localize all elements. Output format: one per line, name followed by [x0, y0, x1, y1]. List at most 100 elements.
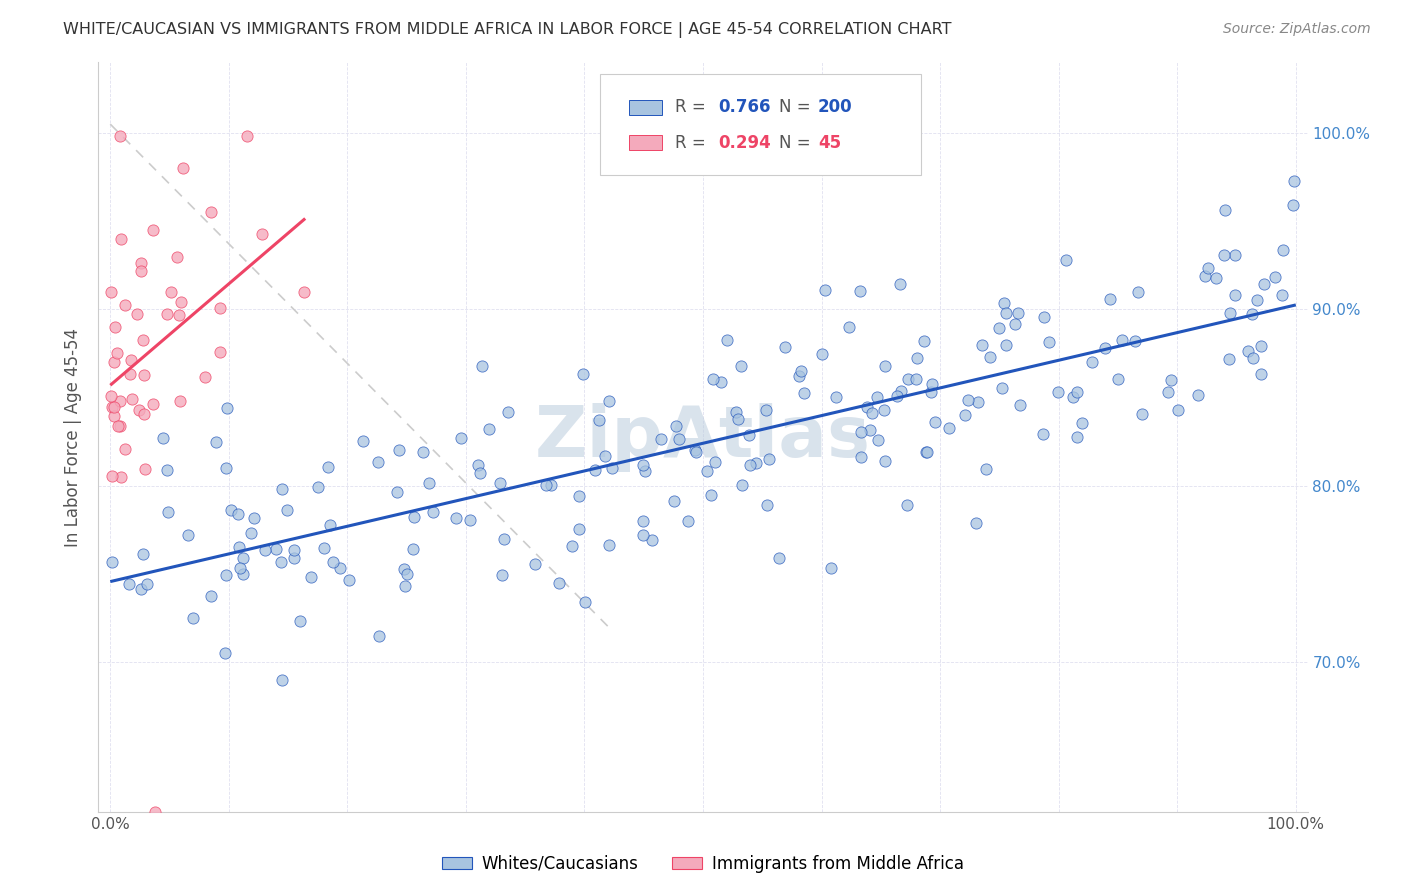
Point [235, 129, 257, 144]
Point [970, 337, 993, 351]
Point [820, 561, 842, 575]
Point [716, 333, 738, 347]
Point [793, 386, 815, 401]
Point [101, 469, 124, 483]
Point [1253, 277, 1275, 292]
Point [322, 555, 344, 569]
Point [593, 449, 616, 463]
Text: 45: 45 [818, 134, 841, 152]
Point [491, 568, 513, 582]
Point [1157, 384, 1180, 399]
Point [664, 418, 686, 433]
Point [172, 161, 194, 176]
Point [402, 541, 425, 556]
Point [103, 409, 125, 423]
Point [914, 445, 936, 459]
Point [105, 346, 128, 360]
Point [897, 372, 920, 386]
Point [239, 526, 262, 541]
Point [108, 129, 131, 144]
Point [1099, 292, 1122, 306]
Point [904, 372, 927, 386]
Point [290, 614, 312, 628]
Point [1007, 306, 1029, 320]
Point [699, 488, 721, 502]
Point [873, 454, 896, 468]
Point [703, 454, 725, 468]
Point [283, 551, 305, 566]
Point [127, 307, 149, 321]
Point [1081, 355, 1104, 369]
Point [134, 461, 156, 475]
Point [319, 518, 342, 533]
Text: N =: N = [779, 134, 815, 152]
Point [215, 568, 238, 582]
Point [1237, 344, 1260, 359]
Point [955, 408, 977, 422]
Point [232, 550, 254, 565]
Point [966, 394, 988, 409]
Point [568, 489, 591, 503]
Point [229, 560, 252, 574]
Point [993, 295, 1015, 310]
Point [471, 359, 494, 373]
Point [1284, 174, 1306, 188]
Point [200, 205, 222, 219]
Point [790, 364, 813, 378]
FancyBboxPatch shape [630, 135, 662, 150]
Point [1281, 198, 1303, 212]
Point [155, 463, 177, 477]
Point [1219, 306, 1241, 320]
Point [768, 551, 790, 566]
Point [470, 466, 492, 480]
Point [676, 514, 699, 528]
Point [1062, 390, 1084, 404]
Point [598, 393, 620, 408]
Point [1205, 270, 1227, 285]
Point [100, 389, 122, 403]
Point [849, 425, 872, 440]
Point [183, 611, 205, 625]
Point [756, 498, 779, 512]
Point [957, 392, 980, 407]
Point [132, 407, 155, 421]
Point [299, 569, 322, 583]
Point [270, 673, 292, 687]
Point [896, 499, 918, 513]
Point [856, 400, 879, 414]
Point [157, 505, 180, 519]
Point [811, 347, 834, 361]
Point [228, 540, 250, 554]
Point [422, 505, 444, 519]
Point [873, 359, 896, 374]
Point [100, 555, 122, 569]
Point [177, 528, 200, 542]
Text: 200: 200 [818, 98, 852, 116]
Point [108, 394, 131, 409]
Point [264, 541, 287, 556]
Point [1194, 268, 1216, 283]
Point [135, 577, 157, 591]
Point [912, 334, 935, 348]
Point [740, 458, 762, 472]
Point [668, 432, 690, 446]
Point [920, 384, 942, 399]
Point [108, 418, 131, 433]
Point [156, 307, 179, 321]
Point [731, 478, 754, 492]
Point [131, 333, 153, 347]
Point [478, 422, 501, 436]
Point [848, 284, 870, 298]
Point [270, 555, 292, 569]
Point [1008, 398, 1031, 412]
Point [1032, 310, 1054, 325]
Point [194, 370, 217, 384]
Point [1066, 430, 1088, 444]
Point [270, 482, 292, 496]
Point [121, 392, 143, 406]
Point [101, 400, 124, 414]
Point [1167, 403, 1189, 417]
Point [132, 368, 155, 383]
Point [1187, 388, 1209, 402]
Point [921, 377, 943, 392]
